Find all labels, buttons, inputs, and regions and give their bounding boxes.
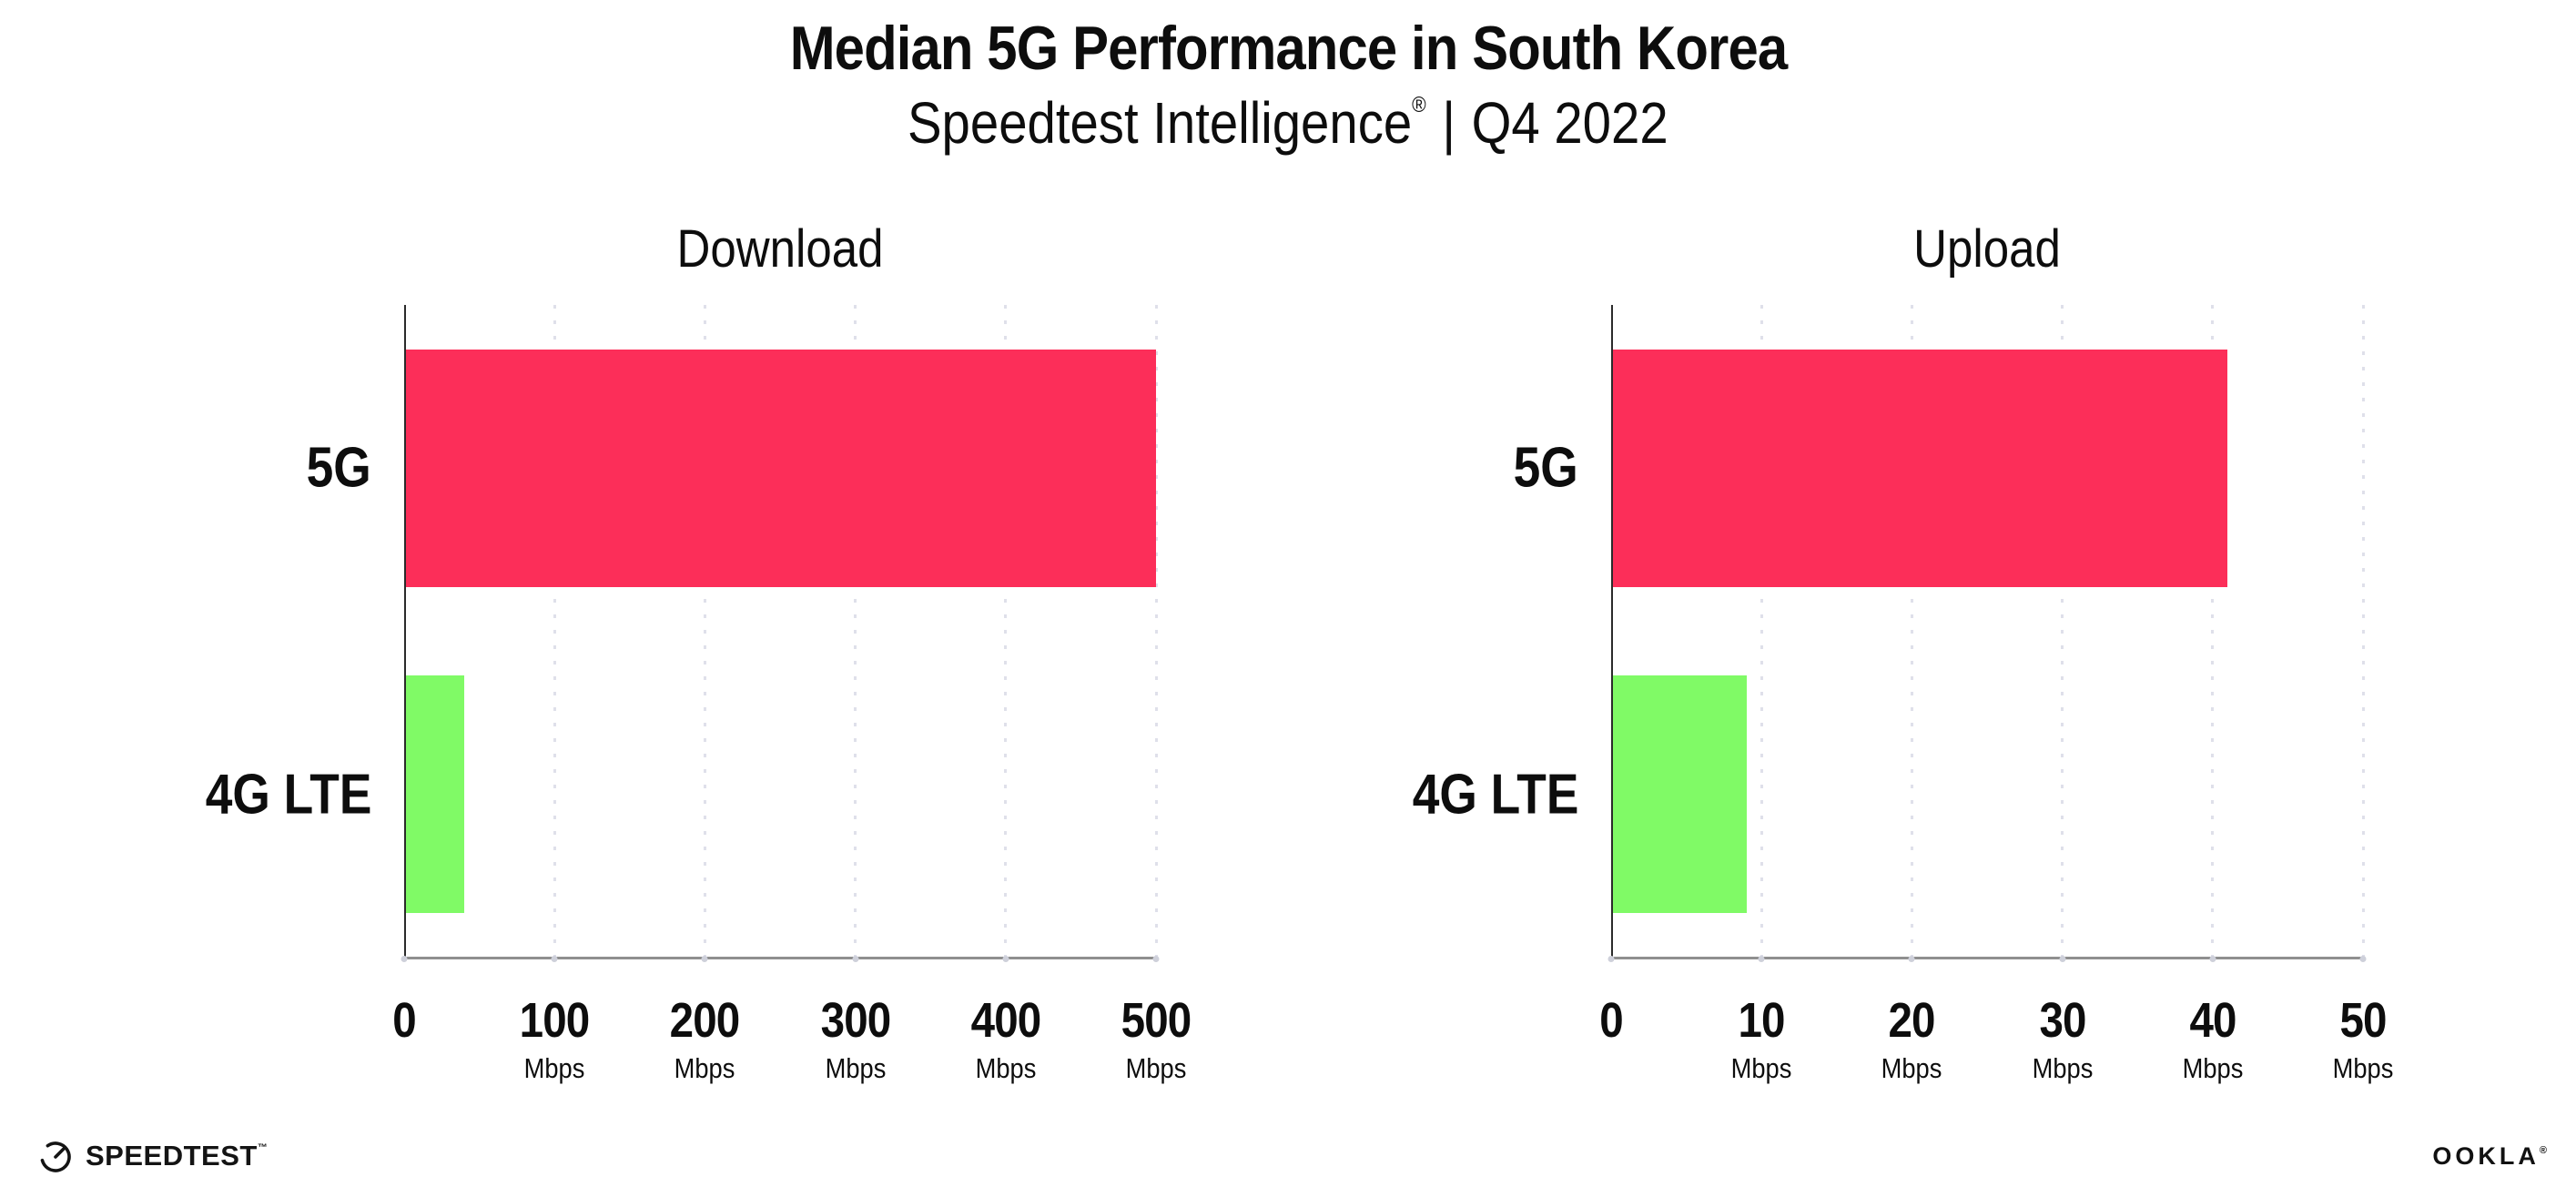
upload-y-axis bbox=[1611, 305, 1613, 958]
gridline-30 bbox=[2061, 305, 2064, 958]
upload-chart-title: Upload bbox=[1913, 219, 2061, 279]
upload-chart-plot: 5G 4G LTE 0 10 Mbps 20 Mbps 30 Mbps 40 Mbps 50 Mbp… bbox=[1412, 305, 2393, 1082]
x-tick-label: 100 bbox=[519, 993, 591, 1048]
registered-mark: ® bbox=[2539, 1145, 2547, 1156]
x-tick-10: 10 Mbps bbox=[1731, 996, 1792, 1082]
x-tick-label: 10 bbox=[1738, 993, 1786, 1048]
x-tick-unit: Mbps bbox=[1730, 1052, 1792, 1084]
page-title-text: Median 5G Performance in South Korea bbox=[789, 14, 1787, 83]
subtitle-brand: Speedtest Intelligence bbox=[908, 90, 1413, 156]
page-subtitle-text: Speedtest Intelligence® | Q4 2022 bbox=[908, 89, 1668, 157]
x-axis-tick-dot bbox=[1002, 956, 1009, 962]
x-tick-0: 0 bbox=[392, 996, 416, 1082]
download-x-axis bbox=[404, 957, 1156, 959]
x-tick-unit: Mbps bbox=[674, 1052, 735, 1084]
gridline-10 bbox=[1760, 305, 1763, 958]
bar-5g bbox=[406, 349, 1156, 587]
download-y-axis bbox=[404, 305, 406, 958]
gridline-200 bbox=[703, 305, 706, 958]
x-tick-100: 100 Mbps bbox=[519, 993, 591, 1084]
speedtest-gauge-icon bbox=[40, 1141, 71, 1172]
bar-5g bbox=[1613, 349, 2228, 587]
x-axis-tick-dot bbox=[1152, 956, 1160, 962]
speedtest-logo: SPEEDTEST™ bbox=[36, 1137, 268, 1175]
ookla-logo: OOKLA® bbox=[2432, 1142, 2547, 1171]
download-chart-plot: 5G 4G LTE 0 100 Mbps 200 Mbps 300 Mbps 400 Mbps 5… bbox=[205, 305, 1192, 1082]
x-axis-tick-dot bbox=[2209, 956, 2216, 962]
x-tick-unit: Mbps bbox=[825, 1052, 886, 1084]
upload-x-axis bbox=[1611, 957, 2363, 959]
x-tick-label: 400 bbox=[970, 993, 1041, 1048]
ookla-wordmark: OOKLA bbox=[2432, 1142, 2540, 1170]
x-tick-unit: Mbps bbox=[2032, 1052, 2093, 1084]
x-tick-label: 200 bbox=[670, 993, 741, 1048]
gridline-500 bbox=[1154, 305, 1158, 958]
registered-mark: ® bbox=[1412, 93, 1426, 117]
x-axis-tick-dot bbox=[1607, 956, 1615, 962]
x-tick-label: 300 bbox=[820, 993, 891, 1048]
x-tick-unit: Mbps bbox=[523, 1052, 585, 1084]
category-label-5g: 5G bbox=[1513, 436, 1578, 500]
x-tick-300: 300 Mbps bbox=[820, 993, 891, 1084]
page-title: Median 5G Performance in South Korea bbox=[0, 13, 2576, 84]
x-axis-tick-dot bbox=[551, 956, 558, 962]
gridline-300 bbox=[854, 305, 857, 958]
x-tick-unit: Mbps bbox=[1125, 1052, 1187, 1084]
x-axis-tick-dot bbox=[2059, 956, 2066, 962]
x-tick-unit: Mbps bbox=[2182, 1052, 2244, 1084]
x-tick-label: 50 bbox=[2339, 993, 2387, 1048]
x-tick-50: 50 Mbps bbox=[2333, 996, 2394, 1082]
x-tick-30: 30 Mbps bbox=[2032, 996, 2093, 1082]
x-tick-500: 500 Mbps bbox=[1121, 996, 1192, 1082]
x-tick-label: 0 bbox=[392, 993, 416, 1048]
category-label-4g-lte: 4G LTE bbox=[205, 763, 371, 827]
subtitle-period: Q4 2022 bbox=[1471, 90, 1668, 156]
download-chart-title: Download bbox=[676, 219, 884, 279]
x-tick-label: 0 bbox=[1599, 993, 1623, 1048]
x-axis-tick-dot bbox=[701, 956, 708, 962]
x-tick-label: 500 bbox=[1121, 993, 1192, 1048]
x-axis-tick-dot bbox=[852, 956, 859, 962]
x-axis-tick-dot bbox=[2359, 956, 2367, 962]
speedtest-wordmark: SPEEDTEST™ bbox=[86, 1140, 268, 1172]
x-axis-tick-dot bbox=[1908, 956, 1915, 962]
trademark-symbol: ™ bbox=[257, 1142, 268, 1153]
x-tick-200: 200 Mbps bbox=[670, 993, 741, 1084]
x-tick-label: 40 bbox=[2189, 993, 2236, 1048]
gridline-50 bbox=[2361, 305, 2365, 958]
x-tick-20: 20 Mbps bbox=[1881, 996, 1942, 1082]
x-tick-label: 30 bbox=[2039, 993, 2086, 1048]
page-subtitle: Speedtest Intelligence® | Q4 2022 bbox=[0, 89, 2576, 157]
gridline-100 bbox=[553, 305, 556, 958]
gridline-20 bbox=[1910, 305, 1913, 958]
x-axis-tick-dot bbox=[401, 956, 408, 962]
subtitle-separator: | bbox=[1442, 90, 1456, 156]
x-tick-unit bbox=[1599, 1054, 1623, 1082]
x-tick-400: 400 Mbps bbox=[970, 993, 1041, 1084]
gridline-40 bbox=[2211, 305, 2215, 958]
category-label-4g-lte: 4G LTE bbox=[1412, 763, 1578, 827]
bar-4g-lte bbox=[406, 675, 465, 914]
x-tick-unit: Mbps bbox=[1881, 1052, 1942, 1084]
x-tick-0: 0 bbox=[1599, 996, 1623, 1082]
x-tick-40: 40 Mbps bbox=[2182, 996, 2243, 1082]
x-tick-unit: Mbps bbox=[2332, 1052, 2394, 1084]
x-tick-label: 20 bbox=[1888, 993, 1936, 1048]
bar-4g-lte bbox=[1613, 675, 1747, 914]
gridline-400 bbox=[1004, 305, 1008, 958]
x-tick-unit bbox=[392, 1054, 416, 1082]
category-label-5g: 5G bbox=[306, 436, 371, 500]
x-axis-tick-dot bbox=[1758, 956, 1765, 962]
x-tick-unit: Mbps bbox=[975, 1052, 1037, 1084]
